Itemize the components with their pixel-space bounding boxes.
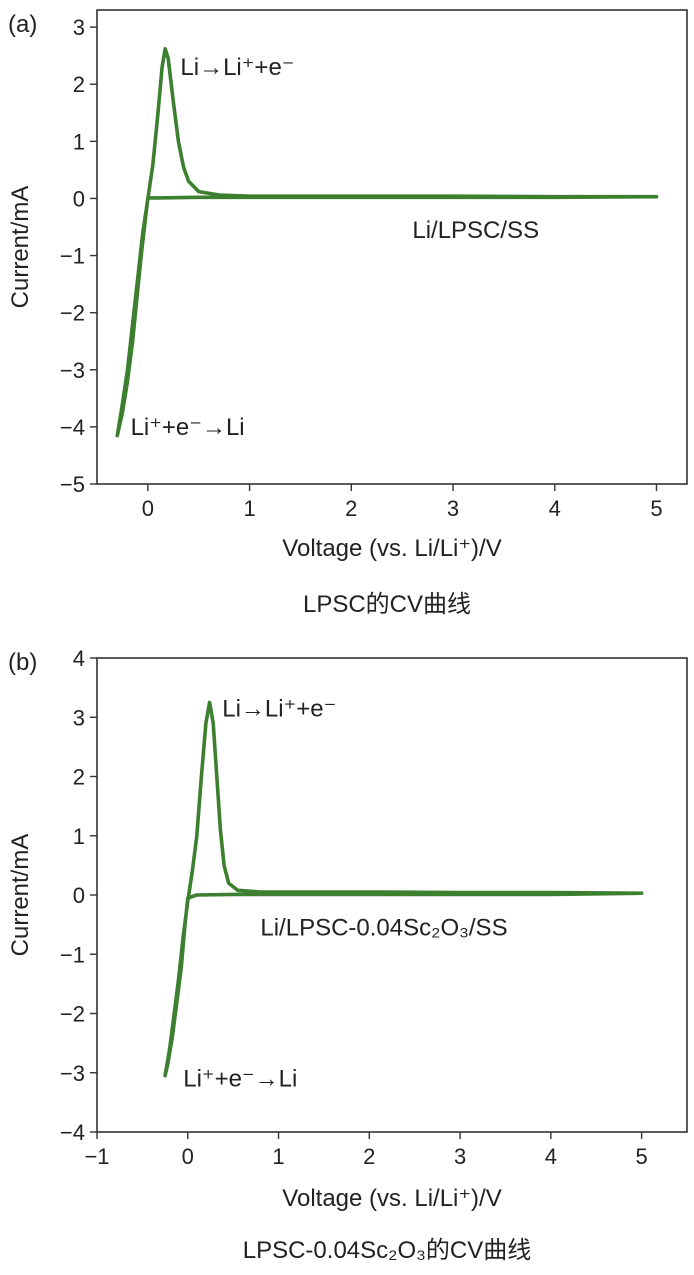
chart-a-annotation: Li⁺+e⁻→Li — [131, 414, 245, 441]
cv-chart-panel-b: (b) −1 0 1 2 3 4 5 −4 −3 −2 −1 0 1 2 3 4 Li→Li⁺+e⁻ Li/LPSC… — [0, 640, 694, 1275]
chart-b-x-tick-label: 2 — [363, 1144, 375, 1169]
chart-b-y-tick-label: 1 — [73, 824, 85, 849]
chart-b-cv-curve — [163, 700, 644, 1078]
chart-a-x-tick-label: 4 — [549, 496, 561, 521]
chart-a-y-tick-label: −1 — [60, 244, 85, 269]
chart-b-x-tick-label: 3 — [454, 1144, 466, 1169]
chart-a-y-tick-label: 2 — [73, 72, 85, 97]
cv-chart-a: (a) 0 1 2 3 4 5 −5 −4 −3 −2 −1 0 1 2 3 Li→Li⁺+e⁻ Li/LPSC/… — [7, 9, 688, 618]
chart-b-x-tick-label: 0 — [182, 1144, 194, 1169]
chart-b-y-tick-label: 0 — [73, 883, 85, 908]
chart-a-cv-curve — [115, 46, 659, 438]
chart-b-y-axis-label: Current/mA — [7, 834, 34, 957]
chart-b-y-tick-label: −3 — [60, 1061, 85, 1086]
chart-a-x-tick-label: 3 — [447, 496, 459, 521]
chart-b-caption: LPSC-0.04Sc₂O₃的CV曲线 — [243, 1237, 532, 1264]
chart-b-panel-label: (b) — [8, 649, 37, 676]
chart-a-caption: LPSC的CV曲线 — [303, 591, 471, 618]
chart-a-plot-frame — [96, 9, 688, 485]
chart-b-y-tick-label: −1 — [60, 942, 85, 967]
chart-a-y-tick-label: −5 — [60, 472, 85, 497]
chart-a-y-tick-label: −2 — [60, 301, 85, 326]
chart-a-annotation: Li/LPSC/SS — [412, 217, 539, 244]
chart-a-x-tick-label: 1 — [243, 496, 255, 521]
chart-a-x-tick-label: 0 — [142, 496, 154, 521]
chart-a-y-tick-label: −3 — [60, 358, 85, 383]
chart-b-y-tick-label: −2 — [60, 1002, 85, 1027]
chart-b-annotation: Li⁺+e⁻→Li — [183, 1066, 297, 1093]
chart-b-x-axis-label: Voltage (vs. Li/Li⁺)/V — [282, 1185, 501, 1212]
chart-b-y-tick-label: 3 — [73, 705, 85, 730]
chart-b-annotation: Li→Li⁺+e⁻ — [222, 695, 336, 722]
chart-b-y-tick-label: 2 — [73, 765, 85, 790]
chart-a-y-tick-label: 3 — [73, 15, 85, 40]
chart-a-x-axis-label: Voltage (vs. Li/Li⁺)/V — [282, 535, 501, 562]
cv-chart-panel-a: (a) 0 1 2 3 4 5 −5 −4 −3 −2 −1 0 1 2 3 Li→Li⁺+e⁻ Li/LPSC/… — [0, 0, 694, 632]
chart-b-x-tick-label: 5 — [635, 1144, 647, 1169]
chart-a-x-tick-label: 5 — [650, 496, 662, 521]
chart-a-y-tick-label: 1 — [73, 129, 85, 154]
chart-b-x-tick-label: 4 — [545, 1144, 557, 1169]
chart-a-x-tick-label: 2 — [345, 496, 357, 521]
chart-b-y-tick-label: 4 — [73, 646, 85, 671]
chart-a-panel-label: (a) — [8, 11, 37, 38]
chart-a-y-axis-label: Current/mA — [7, 186, 34, 309]
chart-b-y-tick-label: −4 — [60, 1120, 85, 1145]
chart-a-annotation: Li→Li⁺+e⁻ — [180, 54, 294, 81]
chart-b-annotation: Li/LPSC-0.04Sc₂O₃/SS — [260, 915, 507, 942]
chart-a-y-tick-label: −4 — [60, 415, 85, 440]
cv-chart-b: (b) −1 0 1 2 3 4 5 −4 −3 −2 −1 0 1 2 3 4 Li→Li⁺+e⁻ Li/LPSC… — [7, 646, 688, 1264]
chart-b-x-tick-label: −1 — [84, 1144, 109, 1169]
chart-b-x-tick-label: 1 — [272, 1144, 284, 1169]
chart-a-y-tick-label: 0 — [73, 186, 85, 211]
